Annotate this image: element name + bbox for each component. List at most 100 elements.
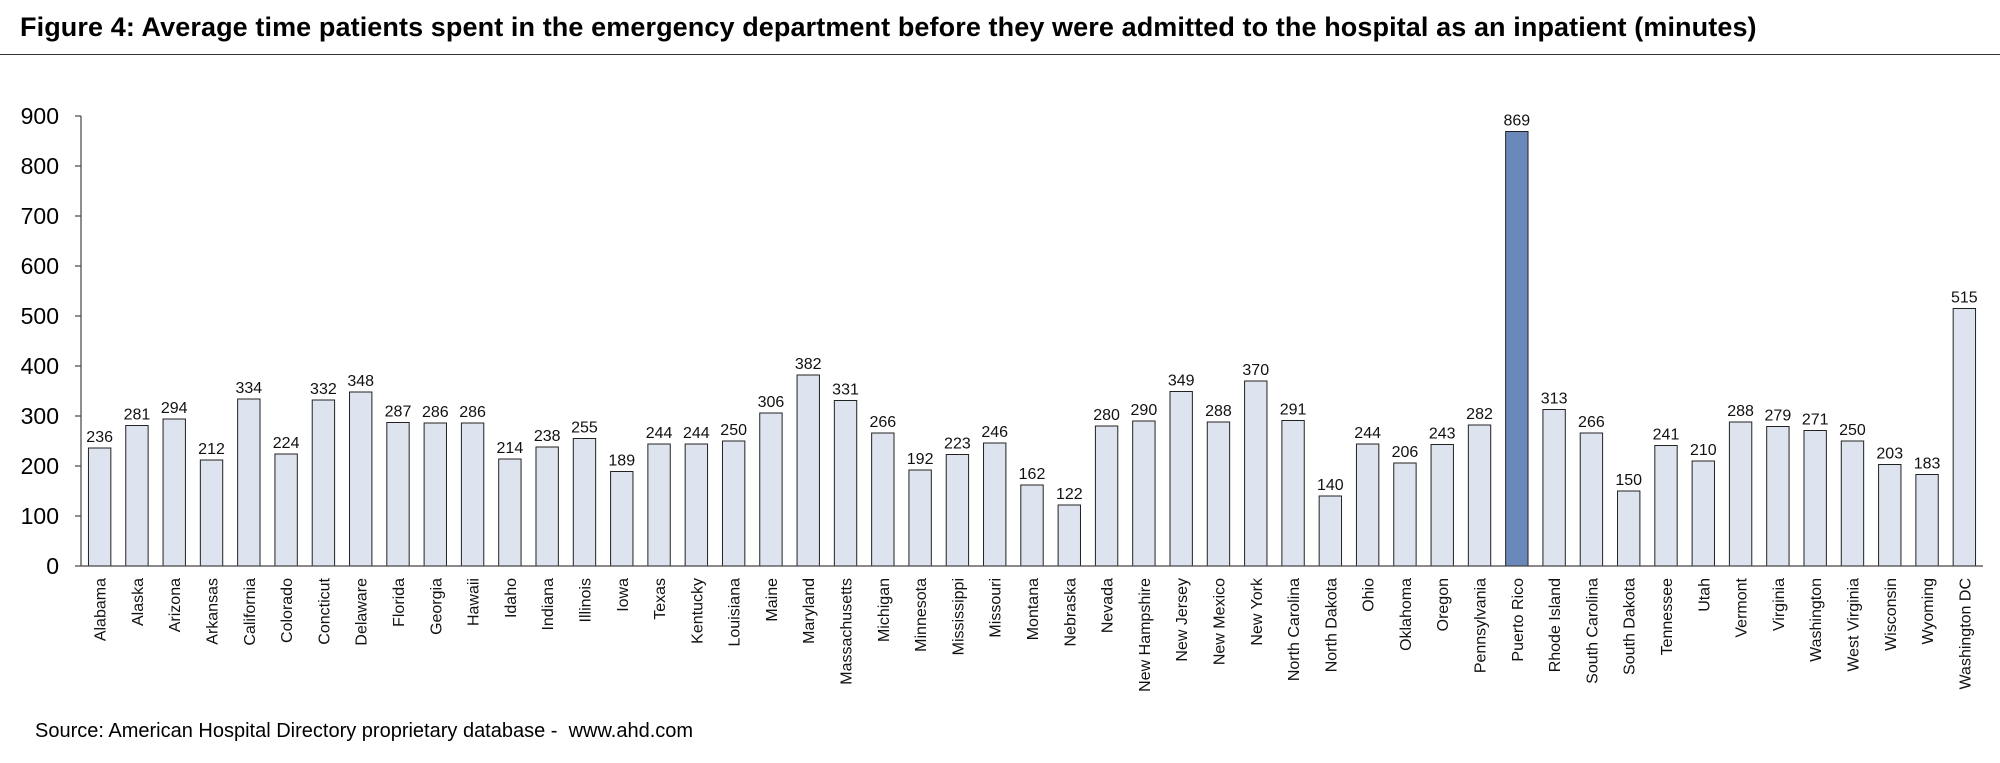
bar-utah <box>1691 460 1715 567</box>
bar-ohio <box>1355 443 1380 567</box>
x-category-label: Minnesota <box>913 578 930 652</box>
bar-value-label: 288 <box>1205 403 1232 420</box>
x-category-label: Florida <box>391 578 408 627</box>
bar-missouri <box>983 442 1007 567</box>
x-category-label: Puerto Rico <box>1510 578 1527 662</box>
bar-value-label: 210 <box>1690 442 1717 459</box>
x-category-label: North Dakota <box>1323 578 1340 672</box>
x-category-label: Texas <box>652 578 669 620</box>
x-category-label: Kentucky <box>689 578 706 644</box>
bar-value-label: 334 <box>235 380 262 397</box>
bar-value-label: 150 <box>1615 472 1642 489</box>
x-category-label: Pennsylvania <box>1473 578 1490 673</box>
x-category-label: Iowa <box>615 578 632 612</box>
y-tick-label: 300 <box>21 403 59 429</box>
bar-value-label: 214 <box>497 440 524 457</box>
x-category-label: South Carolina <box>1584 578 1601 684</box>
x-category-label: Alaska <box>130 578 147 626</box>
x-category-label: Nebraska <box>1062 578 1079 647</box>
bar-wisconsin <box>1878 464 1902 567</box>
x-category-label: Montana <box>1025 578 1042 640</box>
x-category-label: South Dakota <box>1622 578 1639 675</box>
bar-idaho <box>498 458 522 567</box>
bar-value-label: 313 <box>1541 391 1568 408</box>
x-category-label: New York <box>1249 577 1266 646</box>
bar-value-label: 244 <box>683 425 710 442</box>
bar-value-label: 290 <box>1131 402 1158 419</box>
x-category-label: Hawaii <box>466 578 483 626</box>
bar-maryland <box>796 374 820 567</box>
y-axis: 0 100 200 300 400 500 600 700 800 900 <box>21 103 82 579</box>
bar-texas <box>647 443 671 567</box>
bar-nebraska <box>1057 504 1081 567</box>
bar-washington-dc <box>1952 308 1977 567</box>
x-category-label: Arkansas <box>205 578 222 645</box>
y-tick-label: 400 <box>21 353 59 379</box>
bar-value-label: 281 <box>124 407 151 424</box>
bar-arkansas <box>199 459 224 567</box>
bar-south-carolina <box>1579 432 1604 567</box>
bar-value-label: 243 <box>1429 426 1456 443</box>
x-category-label: Washington DC <box>1957 578 1974 689</box>
x-category-label: Idaho <box>503 578 520 618</box>
x-category-label: Vermont <box>1734 577 1751 637</box>
bar-value-label: 349 <box>1168 373 1195 390</box>
bar-value-label: 122 <box>1056 486 1083 503</box>
x-category-label: California <box>242 578 259 646</box>
x-axis-labels: Alabama Alaska Arizona Arkansas California Co… <box>93 577 1975 692</box>
bar-nevada <box>1094 425 1119 567</box>
bar-value-label: 294 <box>161 400 188 417</box>
x-category-label: Maryland <box>801 578 818 644</box>
y-tick-label: 700 <box>21 203 59 229</box>
bar-wyoming <box>1915 474 1939 567</box>
bar-hawaii <box>460 422 485 567</box>
x-category-label: Nevada <box>1100 578 1117 633</box>
x-category-label: Oregon <box>1435 578 1452 631</box>
bar-value-label: 140 <box>1317 477 1344 494</box>
bar-value-label: 286 <box>422 404 449 421</box>
x-category-label: Georgia <box>428 578 445 635</box>
bar-value-label: 288 <box>1727 403 1754 420</box>
bar-new-york <box>1244 380 1268 567</box>
bar-value-label: 183 <box>1914 456 1941 473</box>
bar-value-label: 189 <box>608 453 635 470</box>
bar-value-label: 266 <box>869 414 896 431</box>
bar-montana <box>1020 484 1044 567</box>
bar-value-label: 348 <box>347 373 374 390</box>
bar-value-label: 266 <box>1578 414 1605 431</box>
bar-value-label: 203 <box>1876 446 1903 463</box>
bar-west-virginia <box>1840 440 1865 567</box>
x-category-label: Illinois <box>577 578 594 622</box>
x-category-label: Utah <box>1696 578 1713 612</box>
x-category-label: North Carolina <box>1286 578 1303 681</box>
bar-value-label: 241 <box>1653 427 1680 444</box>
y-tick-label: 200 <box>21 453 59 479</box>
bar-vermont <box>1728 421 1753 567</box>
title-divider <box>0 54 2000 55</box>
x-category-label: Mississippi <box>950 578 967 655</box>
x-category-label: Concticut <box>316 577 333 644</box>
x-category-label: Massachusetts <box>839 578 856 685</box>
x-category-label: Tennessee <box>1659 578 1676 655</box>
bar-tennessee <box>1654 445 1678 567</box>
bar-delaware <box>349 391 373 567</box>
bar-value-label: 162 <box>1019 466 1046 483</box>
y-tick-label: 100 <box>21 503 59 529</box>
bar-iowa <box>610 471 634 567</box>
bar-mississippi <box>945 454 970 567</box>
bar-value-label: 250 <box>1839 422 1866 439</box>
x-category-label: Arizona <box>167 578 184 632</box>
bar-virginia <box>1766 426 1790 567</box>
bar-value-label: 192 <box>907 451 934 468</box>
bar-south-dakota <box>1617 490 1641 567</box>
bar-value-label: 255 <box>571 420 598 437</box>
x-category-label: Wyoming <box>1920 578 1937 645</box>
bar-value-label: 250 <box>720 422 747 439</box>
source-note: Source: American Hospital Directory prop… <box>35 720 694 742</box>
bar-value-label: 282 <box>1466 406 1493 423</box>
x-category-label: New Mexico <box>1211 578 1228 665</box>
bar-value-label: 236 <box>86 429 113 446</box>
x-category-label: Ohio <box>1361 578 1378 612</box>
x-category-label: Rhode Island <box>1547 578 1564 672</box>
bar-indiana <box>535 446 559 567</box>
